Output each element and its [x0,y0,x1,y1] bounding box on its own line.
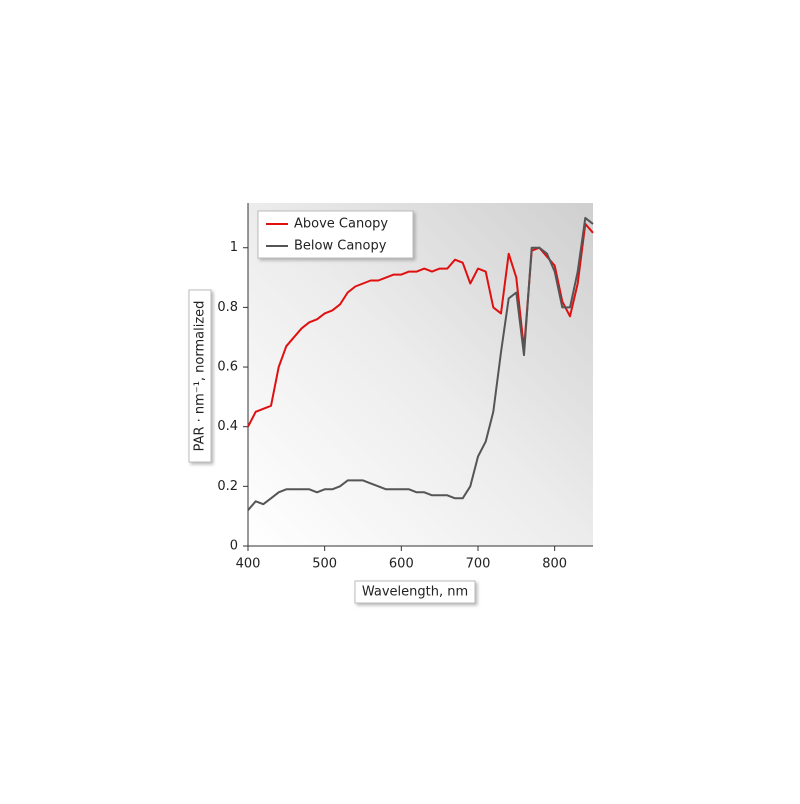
series-line [247,222,594,428]
x-tick-label: 400 [236,557,261,572]
y-tick-label: 0.8 [217,300,238,315]
y-label-box [188,289,212,463]
y-tick-label: 0.4 [217,419,238,434]
x-label-box [354,580,476,604]
y-tick-label: 1 [230,240,238,255]
series-line [247,216,594,511]
y-tick-label: 0.6 [217,360,238,375]
x-tick-label: 600 [389,557,414,572]
y-axis-label: PAR · nm⁻¹, normalized [193,301,208,452]
legend-label: Above Canopy [294,217,388,232]
x-axis-label: Wavelength, nm [362,585,468,600]
legend-box [257,210,414,259]
plot: 0 0.2 0.4 0.6 0.8 1 400 500 600 700 800 Above Canop… [217,203,594,572]
x-tick-label: 500 [312,557,337,572]
legend-label: Below Canopy [294,239,387,254]
x-tick-label: 800 [542,557,567,572]
x-tick-label: 700 [466,557,491,572]
y-tick-label: 0 [230,539,238,554]
y-tick-label: 0.2 [217,479,238,494]
